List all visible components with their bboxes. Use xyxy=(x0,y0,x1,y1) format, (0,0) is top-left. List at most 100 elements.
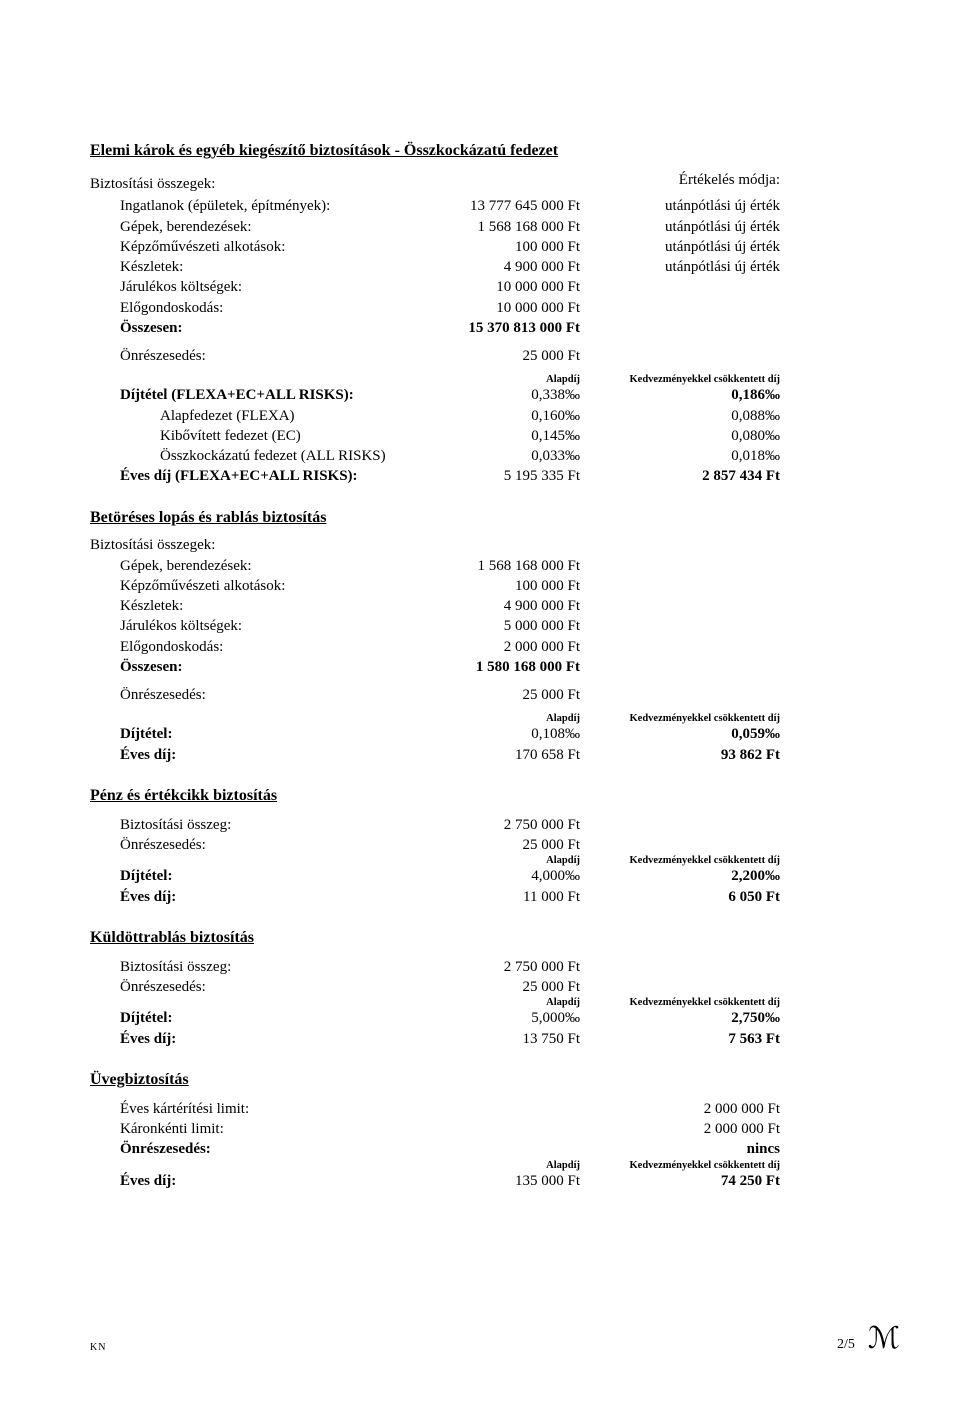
row-a: 0,033‰ xyxy=(390,446,580,466)
row-b: 2 857 434 Ft xyxy=(580,466,780,486)
sec2-col-kedv: Kedvezményekkel csökkentett díj xyxy=(580,713,780,724)
row-label: Járulékos költségek: xyxy=(90,277,390,297)
sec5-row1: Éves kártérítési limit: 2 000 000 Ft xyxy=(90,1099,870,1119)
sec2-rows: Gépek, berendezések:1 568 168 000 FtKépz… xyxy=(90,556,870,657)
row-value: 1 568 168 000 Ft xyxy=(390,217,580,237)
sec5-deduct-row: Önrészesedés: nincs xyxy=(90,1139,870,1159)
sec3-rate-label: Díjtétel: xyxy=(90,866,390,886)
table-row: Ingatlanok (épületek, építmények):13 777… xyxy=(90,196,870,216)
sec3-rate-a: 4,000‰ xyxy=(390,866,580,886)
sec3-fee-b: 6 050 Ft xyxy=(580,887,780,907)
sec2-col-headers: Alapdíj Kedvezményekkel csökkentett díj xyxy=(90,713,870,724)
row-label: Kibővített fedezet (EC) xyxy=(90,426,390,446)
table-row: Gépek, berendezések:1 568 168 000 Ft xyxy=(90,556,870,576)
row-label: Előgondoskodás: xyxy=(90,298,390,318)
sec2-total-val: 1 580 168 000 Ft xyxy=(390,657,580,677)
sec2-col-alap: Alapdíj xyxy=(390,713,580,724)
sec3-fee-label: Éves díj: xyxy=(90,887,390,907)
sec5-fee-a: 135 000 Ft xyxy=(390,1171,580,1191)
row-label: Gépek, berendezések: xyxy=(90,217,390,237)
sec4-deduct-row: Önrészesedés: 25 000 Ft xyxy=(90,977,870,997)
sec2-fee-label: Éves díj: xyxy=(90,745,390,765)
row-value: 10 000 000 Ft xyxy=(390,277,580,297)
row-b: 0,080‰ xyxy=(580,426,780,446)
row-value: 2 000 000 Ft xyxy=(390,637,580,657)
page: Elemi károk és egyéb kiegészítő biztosít… xyxy=(0,0,960,1403)
row-a: 0,160‰ xyxy=(390,406,580,426)
table-row: Képzőművészeti alkotások:100 000 Ft xyxy=(90,576,870,596)
sec3-fee-a: 11 000 Ft xyxy=(390,887,580,907)
sec5-fee-row: Éves díj: 135 000 Ft 74 250 Ft xyxy=(90,1171,870,1191)
footer-kn: KN xyxy=(90,1342,106,1353)
sec3-fee-row: Éves díj: 11 000 Ft 6 050 Ft xyxy=(90,887,870,907)
sec5-row2-val: 2 000 000 Ft xyxy=(580,1119,780,1139)
sec5-row2-label: Káronkénti limit: xyxy=(90,1119,390,1139)
sec5-row1-val: 2 000 000 Ft xyxy=(580,1099,780,1119)
table-row: Alapfedezet (FLEXA)0,160‰0,088‰ xyxy=(90,406,870,426)
row-a: 0,338‰ xyxy=(390,385,580,405)
row-note xyxy=(580,298,780,318)
sec1-col-kedv: Kedvezményekkel csökkentett díj xyxy=(580,374,780,385)
sec4-col-alap: Alapdíj xyxy=(390,997,580,1008)
row-label: Járulékos költségek: xyxy=(90,616,390,636)
sec4-rate-a: 5,000‰ xyxy=(390,1008,580,1028)
row-value: 10 000 000 Ft xyxy=(390,298,580,318)
row-value: 100 000 Ft xyxy=(390,576,580,596)
sec1-header-row: Biztosítási összegek: Értékelés módja: xyxy=(90,170,870,196)
sec1-deduct-val: 25 000 Ft xyxy=(390,346,580,366)
signature-icon: ℳ xyxy=(868,1322,900,1355)
sec4-fee-row: Éves díj: 13 750 Ft 7 563 Ft xyxy=(90,1029,870,1049)
sec1-sums-label: Biztosítási összegek: xyxy=(90,174,390,194)
row-label: Gépek, berendezések: xyxy=(90,556,390,576)
sec2-rate-b: 0,059‰ xyxy=(580,724,780,744)
table-row: Gépek, berendezések:1 568 168 000 Ftután… xyxy=(90,217,870,237)
sec1-deduct-label: Önrészesedés: xyxy=(90,346,390,366)
row-label: Ingatlanok (épületek, építmények): xyxy=(90,196,390,216)
row-value: 4 900 000 Ft xyxy=(390,596,580,616)
sec2-rate-a: 0,108‰ xyxy=(390,724,580,744)
sec5-row1-label: Éves kártérítési limit: xyxy=(90,1099,390,1119)
sec4-deduct-val: 25 000 Ft xyxy=(390,977,580,997)
sec2-deduct-label: Önrészesedés: xyxy=(90,685,390,705)
row-label: Összkockázatú fedezet (ALL RISKS) xyxy=(90,446,390,466)
sec3-sum-val: 2 750 000 Ft xyxy=(390,815,580,835)
sec4-sum-val: 2 750 000 Ft xyxy=(390,957,580,977)
sec1-total-row: Összesen: 15 370 813 000 Ft xyxy=(90,318,870,338)
row-label: Képzőművészeti alkotások: xyxy=(90,237,390,257)
footer: KN 2/5 ℳ xyxy=(90,1330,900,1353)
sec2-fee-row: Éves díj: 170 658 Ft 93 862 Ft xyxy=(90,745,870,765)
sec2-deduct-row: Önrészesedés: 25 000 Ft xyxy=(90,685,870,705)
table-row: Éves díj (FLEXA+EC+ALL RISKS):5 195 335 … xyxy=(90,466,870,486)
sec4-rate-row: Díjtétel: 5,000‰ 2,750‰ xyxy=(90,1008,870,1028)
sec4-deduct-label: Önrészesedés: xyxy=(90,977,390,997)
footer-page: 2/5 xyxy=(837,1337,855,1352)
row-note: utánpótlási új érték xyxy=(580,237,780,257)
sec2-deduct-val: 25 000 Ft xyxy=(390,685,580,705)
sec1-deduct-row: Önrészesedés: 25 000 Ft xyxy=(90,346,870,366)
sec1-col-alap: Alapdíj xyxy=(390,374,580,385)
table-row: Díjtétel (FLEXA+EC+ALL RISKS):0,338‰0,18… xyxy=(90,385,870,405)
sec1-eval-label: Értékelés módja: xyxy=(580,170,780,196)
sec2-fee-b: 93 862 Ft xyxy=(580,745,780,765)
sec4-fee-b: 7 563 Ft xyxy=(580,1029,780,1049)
row-value: 1 568 168 000 Ft xyxy=(390,556,580,576)
row-label: Előgondoskodás: xyxy=(90,637,390,657)
sec4-col-headers: Alapdíj Kedvezményekkel csökkentett díj xyxy=(90,997,870,1008)
sec1-total-label: Összesen: xyxy=(90,318,390,338)
table-row: Készletek:4 900 000 Ftutánpótlási új ért… xyxy=(90,257,870,277)
sec5-row2: Káronkénti limit: 2 000 000 Ft xyxy=(90,1119,870,1139)
sec2-rate-label: Díjtétel: xyxy=(90,724,390,744)
sec4-rate-label: Díjtétel: xyxy=(90,1008,390,1028)
table-row: Előgondoskodás:10 000 000 Ft xyxy=(90,298,870,318)
sec5-fee-b: 74 250 Ft xyxy=(580,1171,780,1191)
sec4-fee-label: Éves díj: xyxy=(90,1029,390,1049)
sec5-col-headers: Alapdíj Kedvezményekkel csökkentett díj xyxy=(90,1160,870,1171)
row-label: Díjtétel (FLEXA+EC+ALL RISKS): xyxy=(90,385,390,405)
row-label: Éves díj (FLEXA+EC+ALL RISKS): xyxy=(90,466,390,486)
sec1-rows: Ingatlanok (épületek, építmények):13 777… xyxy=(90,196,870,318)
table-row: Összkockázatú fedezet (ALL RISKS)0,033‰0… xyxy=(90,446,870,466)
sec1-col-headers: Alapdíj Kedvezményekkel csökkentett díj xyxy=(90,374,870,385)
sec4-fee-a: 13 750 Ft xyxy=(390,1029,580,1049)
table-row: Készletek:4 900 000 Ft xyxy=(90,596,870,616)
sec5-title: Üvegbiztosítás xyxy=(90,1071,870,1089)
